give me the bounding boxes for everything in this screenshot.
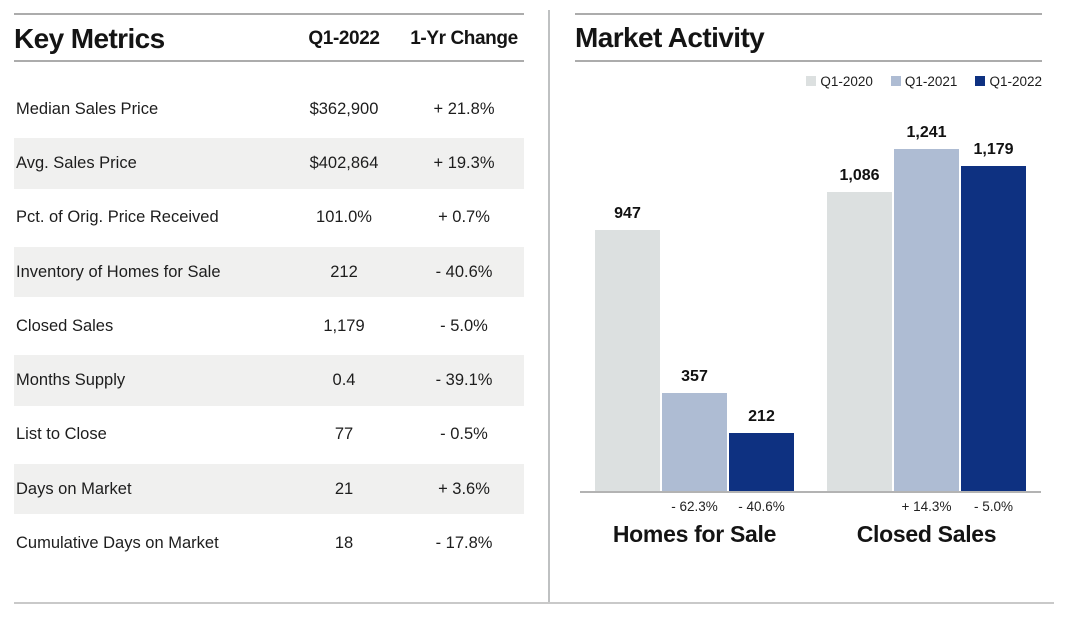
column-header-1yr-change: 1-Yr Change <box>410 28 518 49</box>
market-activity-title: Market Activity <box>575 22 765 53</box>
page-bottom-rule <box>14 602 1054 604</box>
table-row: Days on Market 21 + 3.6% <box>14 462 524 517</box>
metric-label: Months Supply <box>16 371 126 390</box>
table-row: Closed Sales 1,179 - 5.0% <box>14 299 524 353</box>
bar-value-label-q1-2020-homes-for-sale: 947 <box>614 205 641 222</box>
legend-item-q1-2022: Q1-2022 <box>975 74 1042 89</box>
table-row: Months Supply 0.4 - 39.1% <box>14 353 524 408</box>
legend-swatch-icon <box>975 76 986 86</box>
bar-q1-2021-closed-sales <box>894 149 959 491</box>
metric-change: + 3.6% <box>438 479 490 498</box>
metric-value: 0.4 <box>332 371 356 390</box>
metric-value: $402,864 <box>309 153 379 172</box>
category-label-closed-sales: Closed Sales <box>856 521 997 547</box>
bar-value-label-q1-2021-homes-for-sale: 357 <box>681 368 708 385</box>
legend-item-q1-2020: Q1-2020 <box>806 74 873 89</box>
market-activity-header-rule <box>575 60 1042 62</box>
bar-value-label-q1-2021-closed-sales: 1,241 <box>906 124 947 141</box>
metric-change: + 0.7% <box>438 208 490 227</box>
key-metrics-title: Key Metrics <box>14 23 165 54</box>
bar-value-label-q1-2022-closed-sales: 1,179 <box>973 141 1014 158</box>
metric-value: 1,179 <box>323 316 365 335</box>
bar-pct-change-label-q1-2022-homes-for-sale: - 40.6% <box>738 499 785 514</box>
market-activity-chart: 947 357 - 62.3% 212 - 40.6% Homes for Sale 1,0… <box>575 95 1042 547</box>
table-row: Cumulative Days on Market 18 - 17.8% <box>14 516 524 570</box>
metric-change: + 21.8% <box>433 99 495 118</box>
metric-label: List to Close <box>16 425 107 444</box>
bar-q1-2022-closed-sales <box>961 166 1026 491</box>
bar-pct-change-label-q1-2022-closed-sales: - 5.0% <box>973 499 1014 514</box>
table-row: Avg. Sales Price $402,864 + 19.3% <box>14 136 524 191</box>
key-metrics-header-rule <box>14 60 524 62</box>
metric-value: 77 <box>334 425 354 444</box>
table-row: Median Sales Price $362,900 + 21.8% <box>14 82 524 136</box>
metric-change: + 19.3% <box>433 153 495 172</box>
metric-label: Cumulative Days on Market <box>16 534 219 553</box>
metric-label: Pct. of Orig. Price Received <box>16 208 219 227</box>
metric-change: - 17.8% <box>435 534 493 553</box>
bar-value-label-q1-2020-closed-sales: 1,086 <box>839 167 880 184</box>
metric-label: Inventory of Homes for Sale <box>16 262 221 281</box>
metric-change: - 0.5% <box>440 425 488 444</box>
key-metrics-header: Key Metrics Q1-2022 1-Yr Change <box>14 22 524 56</box>
legend-label: Q1-2020 <box>820 73 873 89</box>
key-metrics-rows: Median Sales Price $362,900 + 21.8% Avg. Sa… <box>14 82 524 571</box>
metric-label: Closed Sales <box>16 316 114 335</box>
metric-change: - 5.0% <box>440 316 488 335</box>
metric-label: Days on Market <box>16 479 132 498</box>
panel-divider <box>548 10 550 602</box>
metric-change: - 40.6% <box>435 262 493 281</box>
table-row: List to Close 77 - 0.5% <box>14 408 524 462</box>
bar-q1-2020-closed-sales <box>827 192 892 491</box>
metric-value: $362,900 <box>309 99 379 118</box>
metric-change: - 39.1% <box>435 371 493 390</box>
key-metrics-top-rule <box>14 13 524 15</box>
legend-label: Q1-2022 <box>989 73 1042 89</box>
x-axis-line <box>580 491 1041 493</box>
bar-q1-2022-homes-for-sale <box>729 433 794 491</box>
chart-legend: Q1-2020 Q1-2021 Q1-2022 <box>575 71 1042 91</box>
bar-q1-2020-homes-for-sale <box>595 230 660 491</box>
column-header-q1-2022: Q1-2022 <box>308 28 380 49</box>
metric-value: 212 <box>330 262 358 281</box>
metric-label: Avg. Sales Price <box>16 153 137 172</box>
bar-pct-change-label-q1-2021-closed-sales: + 14.3% <box>901 499 952 514</box>
market-activity-top-rule <box>575 13 1042 15</box>
bar-q1-2021-homes-for-sale <box>662 393 727 491</box>
metric-value: 21 <box>334 479 354 498</box>
legend-label: Q1-2021 <box>904 73 958 89</box>
table-row: Pct. of Orig. Price Received 101.0% + 0.7% <box>14 191 524 245</box>
metric-value: 101.0% <box>316 208 372 227</box>
bar-pct-change-label-q1-2021-homes-for-sale: - 62.3% <box>671 499 718 514</box>
bar-value-label-q1-2022-homes-for-sale: 212 <box>748 408 775 425</box>
table-row: Inventory of Homes for Sale 212 - 40.6% <box>14 244 524 300</box>
legend-swatch-icon <box>890 76 901 86</box>
category-label-homes-for-sale: Homes for Sale <box>612 521 777 547</box>
legend-item-q1-2021: Q1-2021 <box>890 73 958 89</box>
legend-swatch-icon <box>806 76 817 86</box>
metric-label: Median Sales Price <box>16 99 159 118</box>
metric-value: 18 <box>334 534 354 553</box>
